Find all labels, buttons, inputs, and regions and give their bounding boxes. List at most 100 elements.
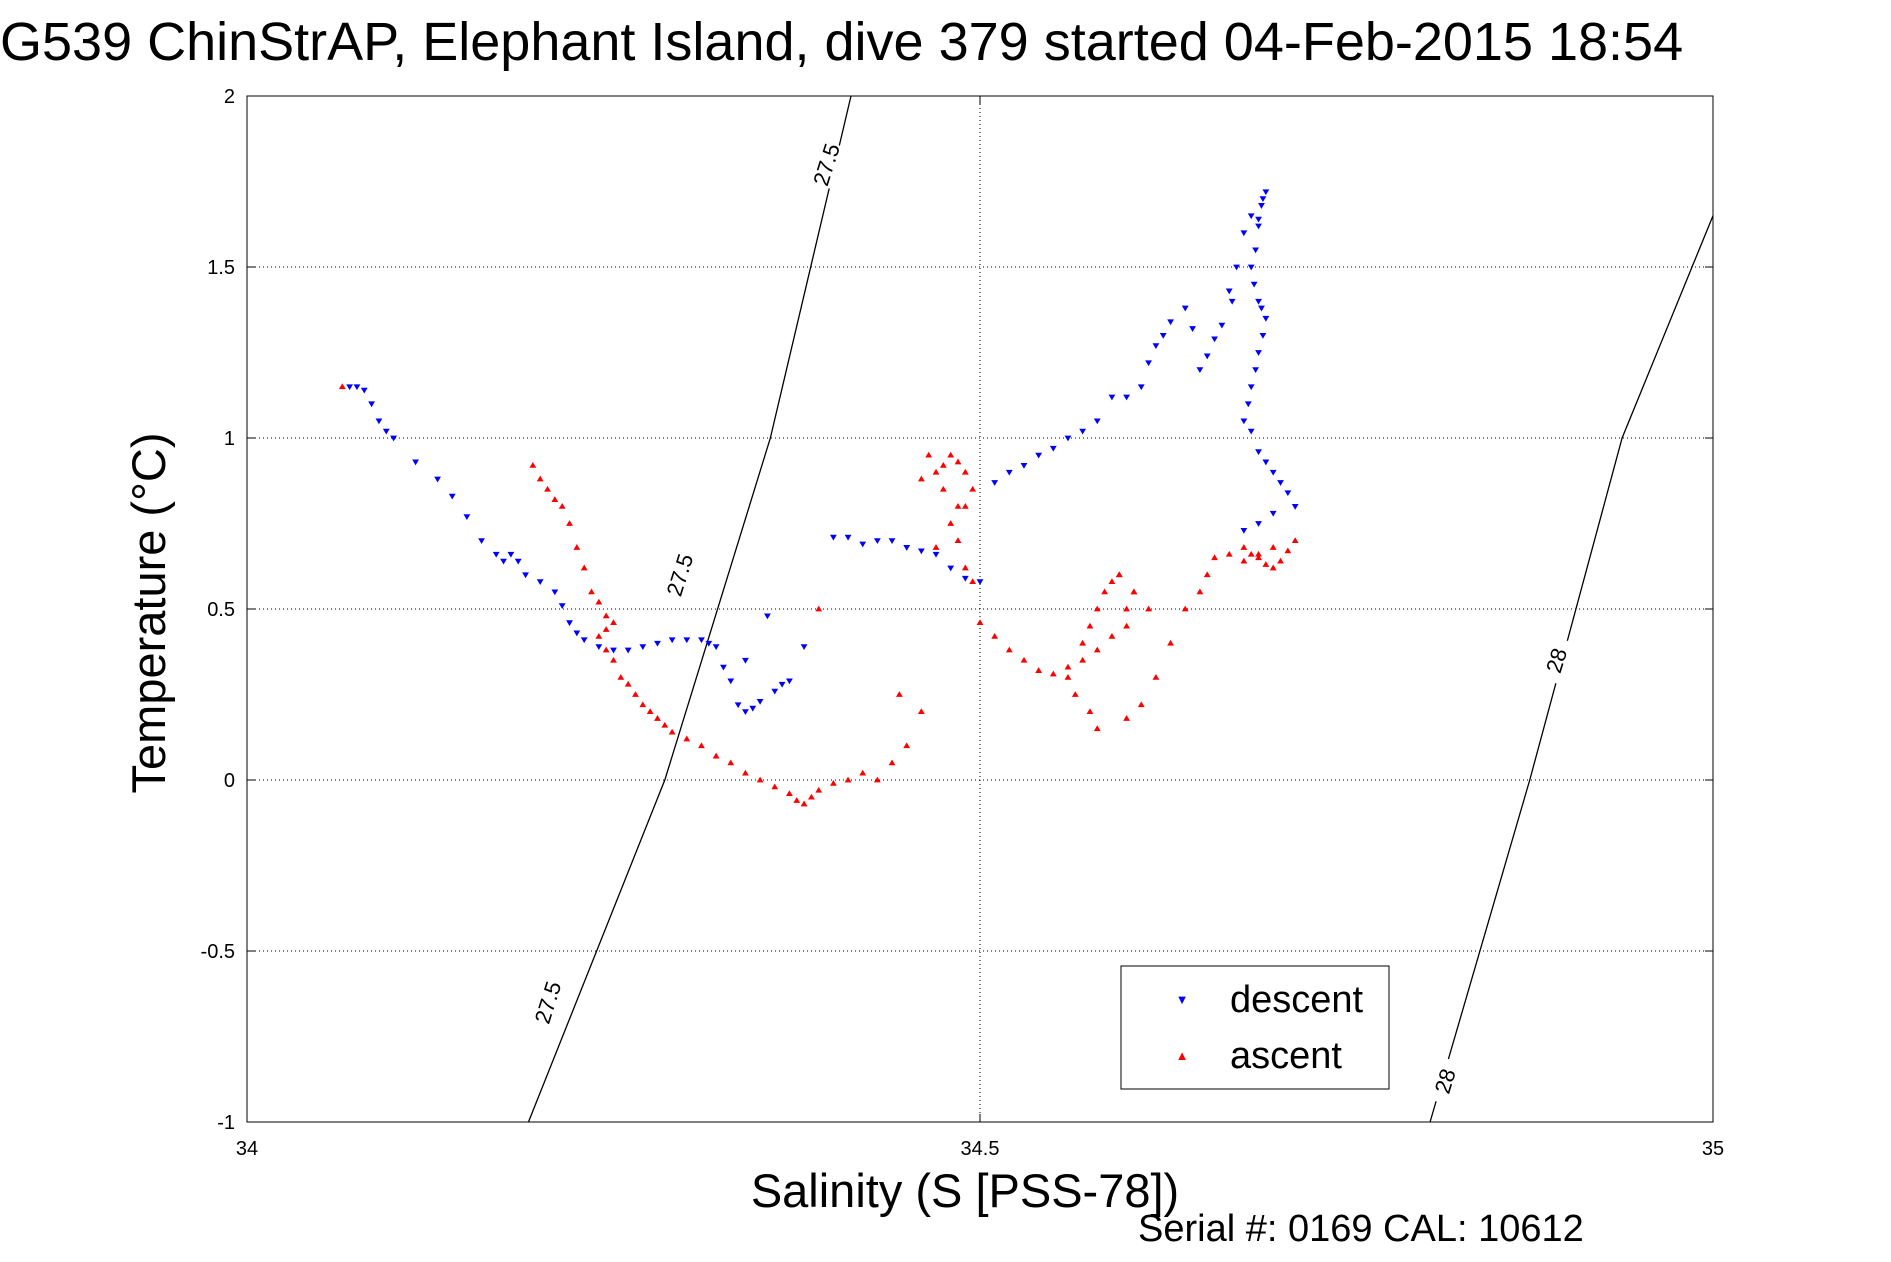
descent-point — [1258, 305, 1265, 312]
descent-point — [764, 613, 771, 620]
ascent-point — [756, 776, 764, 783]
ascent-point — [1211, 554, 1218, 561]
ascent-point — [1115, 571, 1123, 578]
descent-point — [1240, 230, 1248, 237]
ascent-point — [1101, 588, 1109, 595]
ascent-point — [859, 769, 867, 776]
descent-point — [778, 681, 786, 688]
ascent-point — [1181, 605, 1189, 612]
descent-point — [1189, 326, 1196, 332]
axis-ticks: 34 34.5 35 -1 -0.5 0 0.5 1 1.5 2 — [201, 86, 1725, 1160]
contour-label-bg — [1536, 635, 1577, 686]
descent-point — [1020, 462, 1028, 469]
ascent-point — [917, 708, 925, 714]
descent-point — [1255, 298, 1262, 305]
descent-point — [346, 384, 354, 391]
ascent-point — [1269, 544, 1277, 550]
ascent-point — [1093, 646, 1101, 653]
y-tick-label: 1.5 — [207, 257, 235, 279]
ascent-point — [529, 461, 537, 468]
ascent-point — [771, 783, 779, 790]
descent-point — [1123, 394, 1130, 401]
descent-point — [551, 589, 559, 596]
ascent-point — [1196, 588, 1204, 595]
ascent-point — [536, 475, 544, 482]
y-tick-label: -1 — [217, 1112, 235, 1134]
descent-point — [1291, 504, 1299, 510]
ascent-point — [1240, 557, 1248, 564]
descent-point — [1247, 428, 1255, 435]
descent-point — [595, 644, 603, 651]
x-tick-label: 34.5 — [961, 1138, 1000, 1160]
descent-point — [522, 572, 529, 579]
ascent-point — [742, 769, 749, 776]
descent-point — [1225, 288, 1233, 295]
ascent-point — [1079, 639, 1087, 646]
descent-point — [1181, 305, 1189, 312]
ascent-point — [338, 383, 346, 390]
ascent-point — [1225, 550, 1233, 557]
ascent-point — [544, 485, 551, 492]
descent-point — [463, 514, 471, 521]
descent-point — [375, 418, 383, 425]
descent-point — [1240, 527, 1248, 534]
ascent-point — [551, 496, 559, 502]
ascent-point — [1108, 632, 1116, 639]
y-axis-label: Temperature (°C) — [122, 433, 175, 794]
ascent-point — [1093, 605, 1101, 612]
ascent-point — [961, 503, 969, 509]
ascent-point — [1255, 554, 1262, 561]
descent-point — [903, 545, 911, 551]
descent-point — [932, 551, 940, 558]
density-contour-line — [527, 95, 852, 1123]
ascent-point — [1203, 571, 1211, 578]
x-tick-label: 35 — [1702, 1138, 1724, 1160]
descent-point — [749, 705, 757, 712]
descent-point — [492, 551, 500, 558]
descent-point — [1252, 367, 1260, 373]
descent-point — [1262, 315, 1270, 322]
descent-point — [1244, 401, 1252, 408]
ascent-point — [1130, 588, 1138, 595]
descent-point — [1064, 435, 1072, 442]
descent-point — [844, 534, 852, 541]
descent-point — [888, 538, 896, 544]
descent-point — [1233, 264, 1240, 271]
ascent-point — [1093, 725, 1101, 732]
contour-label-bg — [806, 139, 847, 190]
ascent-point — [1123, 622, 1130, 629]
x-tick-label: 34 — [236, 1138, 258, 1160]
legend-marker-ascent: ▲ — [1176, 1048, 1189, 1063]
descent-point — [558, 603, 566, 609]
legend-box — [1120, 965, 1390, 1090]
ascent-point — [639, 701, 647, 708]
ascent-point — [712, 752, 720, 759]
descent-point — [1258, 203, 1265, 209]
descent-point — [1255, 350, 1262, 356]
ascent-point — [1145, 605, 1152, 612]
descent-point — [1145, 360, 1152, 367]
ascent-point — [632, 691, 639, 697]
ascent-point — [602, 612, 610, 619]
ascent-point — [961, 468, 969, 475]
contour-label-bg — [527, 977, 568, 1028]
ascent-point — [1269, 564, 1277, 571]
ascent-point — [1086, 622, 1094, 629]
descent-point — [448, 493, 456, 500]
descent-point — [873, 538, 881, 544]
descent-point — [1108, 394, 1116, 401]
ascent-point — [1277, 557, 1284, 564]
y-tick-label: 0.5 — [207, 599, 235, 621]
ascent-point — [932, 544, 940, 550]
legend-label-descent: descent — [1230, 979, 1364, 1021]
ascent-point — [654, 715, 661, 721]
ascent-point — [698, 742, 705, 749]
ascent-point — [815, 605, 823, 612]
ascent-point — [1108, 578, 1116, 585]
density-contour-line — [1429, 215, 1714, 1123]
descent-point — [624, 647, 632, 654]
ascent-point — [991, 632, 999, 639]
legend-marker-descent: ▼ — [1176, 992, 1189, 1007]
descent-point — [698, 637, 705, 644]
